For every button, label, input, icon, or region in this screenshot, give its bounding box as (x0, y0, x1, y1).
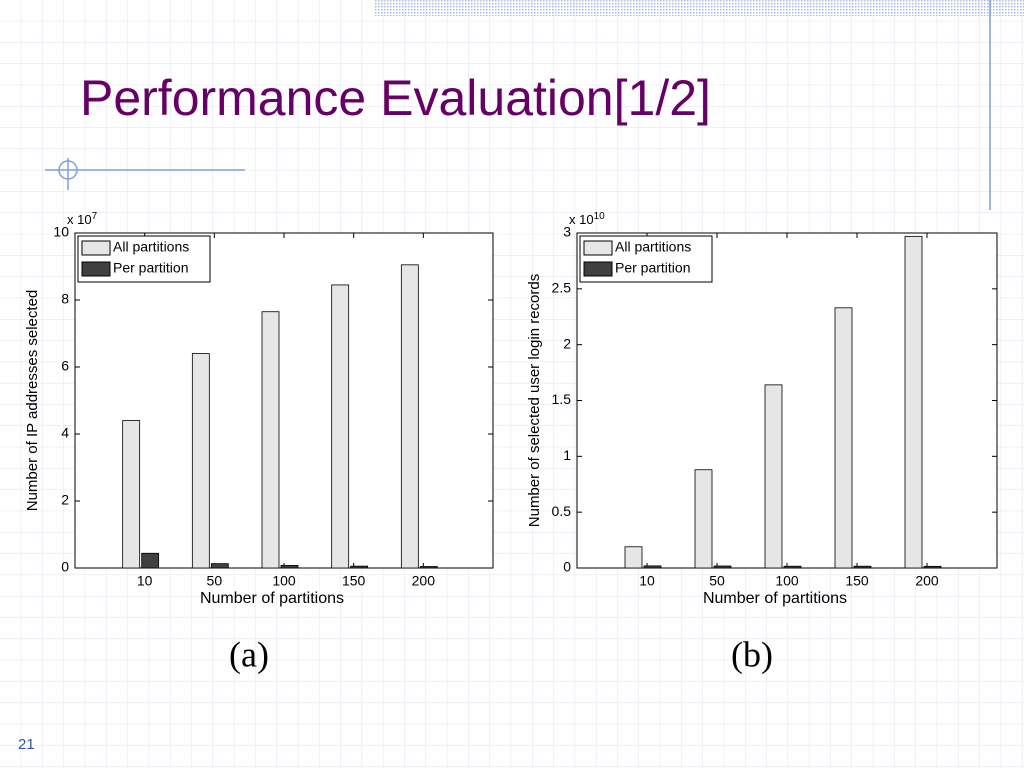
x-tick-label: 200 (915, 573, 939, 589)
legend-swatch (81, 261, 111, 277)
x-axis-label: Number of partitions (200, 590, 344, 607)
bar (834, 307, 853, 569)
bar (923, 565, 942, 569)
bar (400, 264, 419, 569)
y-multiplier-base: x 10 (67, 212, 92, 227)
caption: (a) (229, 634, 269, 674)
legend-swatch (583, 240, 613, 256)
bar (331, 284, 350, 569)
legend-swatch (81, 240, 111, 256)
y-tick-label: 8 (61, 291, 69, 307)
x-tick-label: 50 (709, 573, 725, 589)
x-tick-label: 10 (639, 573, 655, 589)
y-axis-label: Number of selected user login records (526, 274, 543, 527)
legend-label: Per partition (113, 260, 188, 276)
bar (350, 565, 369, 569)
bar (419, 566, 438, 569)
y-tick-label: 2 (563, 335, 571, 351)
y-tick-label: 6 (61, 358, 69, 374)
y-multiplier-exponent: 7 (92, 211, 98, 222)
x-tick-label: 100 (272, 573, 296, 589)
plot-area (576, 232, 998, 569)
bar (261, 311, 280, 569)
y-tick-label: 1 (563, 447, 571, 463)
legend-label: Per partition (615, 260, 690, 276)
y-tick-label: 4 (61, 425, 69, 441)
bar (122, 420, 141, 569)
bar (694, 469, 713, 569)
x-tick-label: 100 (775, 573, 799, 589)
bar (643, 565, 662, 569)
bar (904, 235, 923, 569)
y-tick-label: 2.5 (552, 280, 572, 296)
y-tick-label: 10 (53, 224, 69, 240)
top-band (375, 0, 1024, 16)
y-tick-label: 2 (61, 492, 69, 508)
legend-label: All partitions (113, 239, 189, 255)
x-tick-label: 150 (342, 573, 366, 589)
y-multiplier: x 107 (67, 211, 98, 228)
x-tick-label: 50 (207, 573, 223, 589)
y-tick-label: 3 (563, 224, 571, 240)
bar (624, 546, 643, 569)
slide-title: Performance Evaluation[1/2] (80, 70, 711, 126)
x-axis-label: Number of partitions (703, 590, 847, 607)
bar (210, 563, 229, 569)
bar (764, 384, 783, 569)
bar (191, 353, 210, 569)
title-rule-circle (58, 160, 78, 180)
legend-label: All partitions (615, 239, 691, 255)
x-tick-label: 200 (412, 573, 436, 589)
y-tick-label: 1.5 (552, 391, 572, 407)
y-tick-label: 0 (61, 559, 69, 575)
y-tick-label: 0.5 (552, 503, 572, 519)
bar (280, 565, 299, 569)
x-tick-label: 150 (845, 573, 869, 589)
bar (141, 552, 160, 569)
bar (783, 565, 802, 569)
legend-swatch (583, 261, 613, 277)
bar (713, 565, 732, 569)
y-multiplier-exponent: 10 (594, 211, 606, 222)
y-tick-label: 0 (563, 559, 571, 575)
y-multiplier-base: x 10 (569, 212, 594, 227)
y-multiplier: x 1010 (569, 211, 605, 228)
caption: (b) (731, 634, 773, 674)
page-number: 21 (18, 736, 35, 753)
y-axis-label: Number of IP addresses selected (24, 290, 41, 512)
x-tick-label: 10 (137, 573, 153, 589)
bar (853, 565, 872, 569)
